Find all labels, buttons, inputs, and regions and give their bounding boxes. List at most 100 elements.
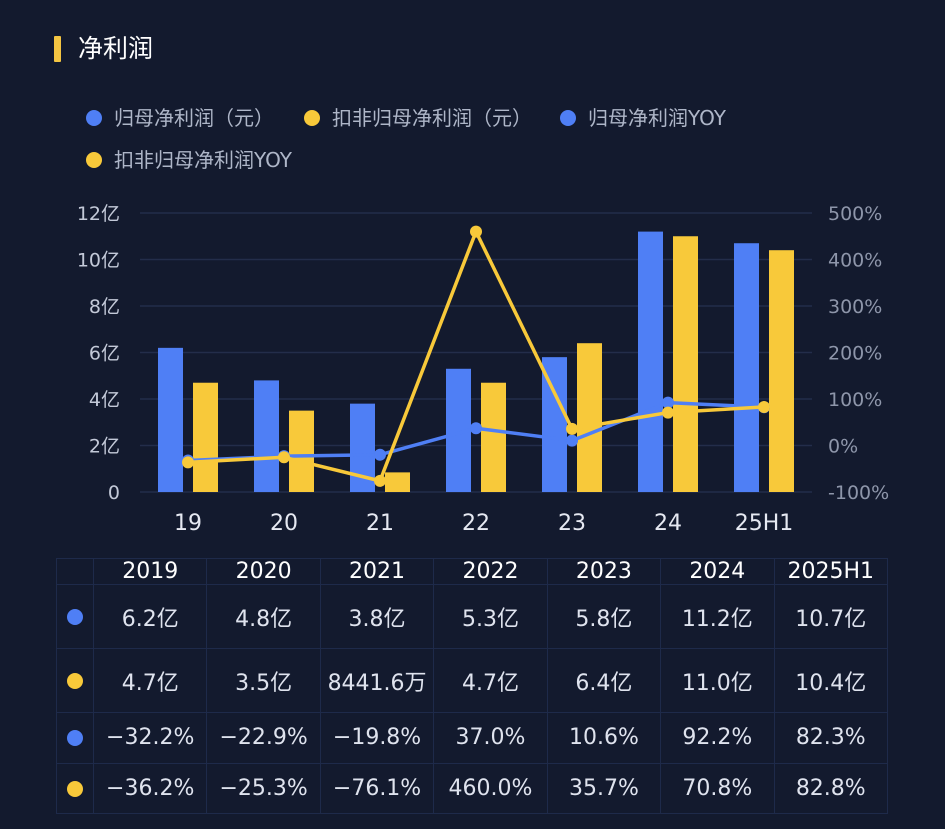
point-net-profit-yoy (662, 396, 674, 409)
x-tick-label: 25H1 (735, 511, 794, 536)
table-cell: 11.0亿 (660, 648, 775, 714)
table-header-cell: 2020 (206, 558, 321, 585)
point-deducted-net-profit-yoy (470, 225, 482, 238)
legend-item-deducted-net-profit[interactable]: 扣非归母净利润（元） (304, 106, 532, 130)
row-marker (56, 583, 94, 650)
table-row: 6.2亿 4.8亿 3.8亿 5.3亿 5.8亿 11.2亿 10.7亿 (56, 583, 889, 650)
table-corner-cell (56, 558, 94, 585)
table-header-cell: 2022 (433, 558, 548, 585)
x-tick-label: 24 (654, 511, 682, 536)
table-cell: 11.2亿 (660, 583, 775, 650)
table-cell: −76.1% (319, 762, 435, 815)
point-deducted-net-profit-yoy (566, 422, 578, 435)
bar-net-profit (734, 243, 759, 492)
point-deducted-net-profit-yoy (374, 474, 386, 487)
page-title: 净利润 (78, 34, 154, 63)
point-net-profit-yoy (566, 434, 578, 447)
table-cell: 82.8% (773, 762, 889, 815)
data-table: 2019 2020 2021 2022 2023 2024 2025H1 6.2… (56, 558, 889, 815)
table-cell: 5.8亿 (546, 583, 662, 650)
table-header-cell: 2025H1 (773, 558, 889, 585)
legend-label: 归母净利润（元） (114, 106, 274, 130)
table-cell: 6.4亿 (546, 648, 662, 714)
table-cell: 10.7亿 (773, 583, 889, 650)
y-left-tick-label: 0 (108, 482, 120, 504)
table-row: 4.7亿 3.5亿 8441.6万 4.7亿 6.4亿 11.0亿 10.4亿 (56, 648, 889, 714)
table-cell: −32.2% (92, 712, 208, 764)
x-tick-label: 20 (270, 511, 298, 536)
y-right-tick-label: -100% (828, 482, 889, 504)
y-right-tick-label: 300% (828, 296, 882, 318)
bar-net-profit (158, 347, 183, 492)
y-left-tick-label: 10亿 (77, 250, 120, 272)
table-row: −36.2% −25.3% −76.1% 460.0% 35.7% 70.8% … (56, 762, 889, 815)
table-cell: 8441.6万 (319, 648, 435, 714)
y-left-tick-label: 12亿 (77, 203, 120, 225)
table-cell: 4.8亿 (206, 583, 321, 650)
point-deducted-net-profit-yoy (662, 406, 674, 419)
y-left-tick-label: 6亿 (89, 343, 120, 365)
x-tick-label: 19 (174, 511, 202, 536)
table-row: −32.2% −22.9% −19.8% 37.0% 10.6% 92.2% 8… (56, 712, 889, 764)
table-cell: 82.3% (773, 712, 889, 764)
table-header-cell: 2023 (546, 558, 662, 585)
point-deducted-net-profit-yoy (758, 400, 770, 413)
row-marker (56, 648, 94, 714)
bar-deducted-net-profit (385, 472, 410, 492)
table-cell: 3.8亿 (319, 583, 435, 650)
row-dot-icon (67, 730, 83, 747)
x-tick-label: 23 (558, 511, 586, 536)
legend-item-net-profit-yoy[interactable]: 归母净利润YOY (560, 106, 726, 130)
legend-item-net-profit[interactable]: 归母净利润（元） (86, 106, 274, 130)
table-cell: 70.8% (660, 762, 775, 815)
table-cell: −25.3% (206, 762, 321, 815)
row-marker (56, 712, 94, 764)
legend-dot-icon (304, 110, 320, 126)
y-left-tick-label: 4亿 (89, 389, 120, 411)
bar-net-profit (638, 231, 663, 492)
table-cell: 3.5亿 (206, 648, 321, 714)
y-right-tick-label: 400% (828, 250, 882, 272)
bar-deducted-net-profit (577, 343, 602, 492)
table-cell: 4.7亿 (92, 648, 208, 714)
bar-deducted-net-profit (289, 410, 314, 492)
bar-deducted-net-profit (193, 382, 218, 492)
table-cell: 35.7% (546, 762, 662, 815)
table-header-cell: 2019 (92, 558, 208, 585)
legend-label: 归母净利润YOY (588, 106, 726, 130)
table-header-row: 2019 2020 2021 2022 2023 2024 2025H1 (56, 558, 889, 585)
y-left-tick-label: 2亿 (89, 436, 120, 458)
net-profit-chart: 0 2亿 4亿 6亿 8亿 10亿 12亿 -100% 0% 100% 200% 300% 400% 50… (77, 203, 889, 536)
title-accent-bar (54, 36, 61, 62)
x-tick-label: 21 (366, 511, 394, 536)
table-cell: 5.3亿 (433, 583, 548, 650)
table-cell: 460.0% (433, 762, 548, 815)
point-net-profit-yoy (374, 448, 386, 461)
bar-deducted-net-profit (481, 382, 506, 492)
row-marker (56, 762, 94, 815)
y-left-tick-label: 8亿 (89, 296, 120, 318)
table-cell: −22.9% (206, 712, 321, 764)
table-cell: −19.8% (319, 712, 435, 764)
y-right-tick-label: 0% (828, 436, 858, 458)
row-dot-icon (67, 609, 83, 626)
y-right-tick-label: 500% (828, 203, 882, 225)
point-net-profit-yoy (470, 422, 482, 435)
point-deducted-net-profit-yoy (182, 456, 194, 469)
x-tick-label: 22 (462, 511, 490, 536)
bar-deducted-net-profit (769, 250, 794, 492)
table-header-cell: 2024 (660, 558, 775, 585)
table-cell: 10.4亿 (773, 648, 889, 714)
legend-label: 扣非归母净利润YOY (114, 148, 292, 172)
table-cell: 6.2亿 (92, 583, 208, 650)
legend-dot-icon (86, 152, 102, 168)
row-dot-icon (67, 780, 83, 797)
legend-dot-icon (86, 110, 102, 126)
y-right-tick-label: 200% (828, 343, 882, 365)
legend-label: 扣非归母净利润（元） (332, 106, 532, 130)
table-cell: 92.2% (660, 712, 775, 764)
legend-item-deducted-net-profit-yoy[interactable]: 扣非归母净利润YOY (86, 148, 292, 172)
y-right-tick-label: 100% (828, 389, 882, 411)
legend-dot-icon (560, 110, 576, 126)
point-deducted-net-profit-yoy (278, 451, 290, 464)
